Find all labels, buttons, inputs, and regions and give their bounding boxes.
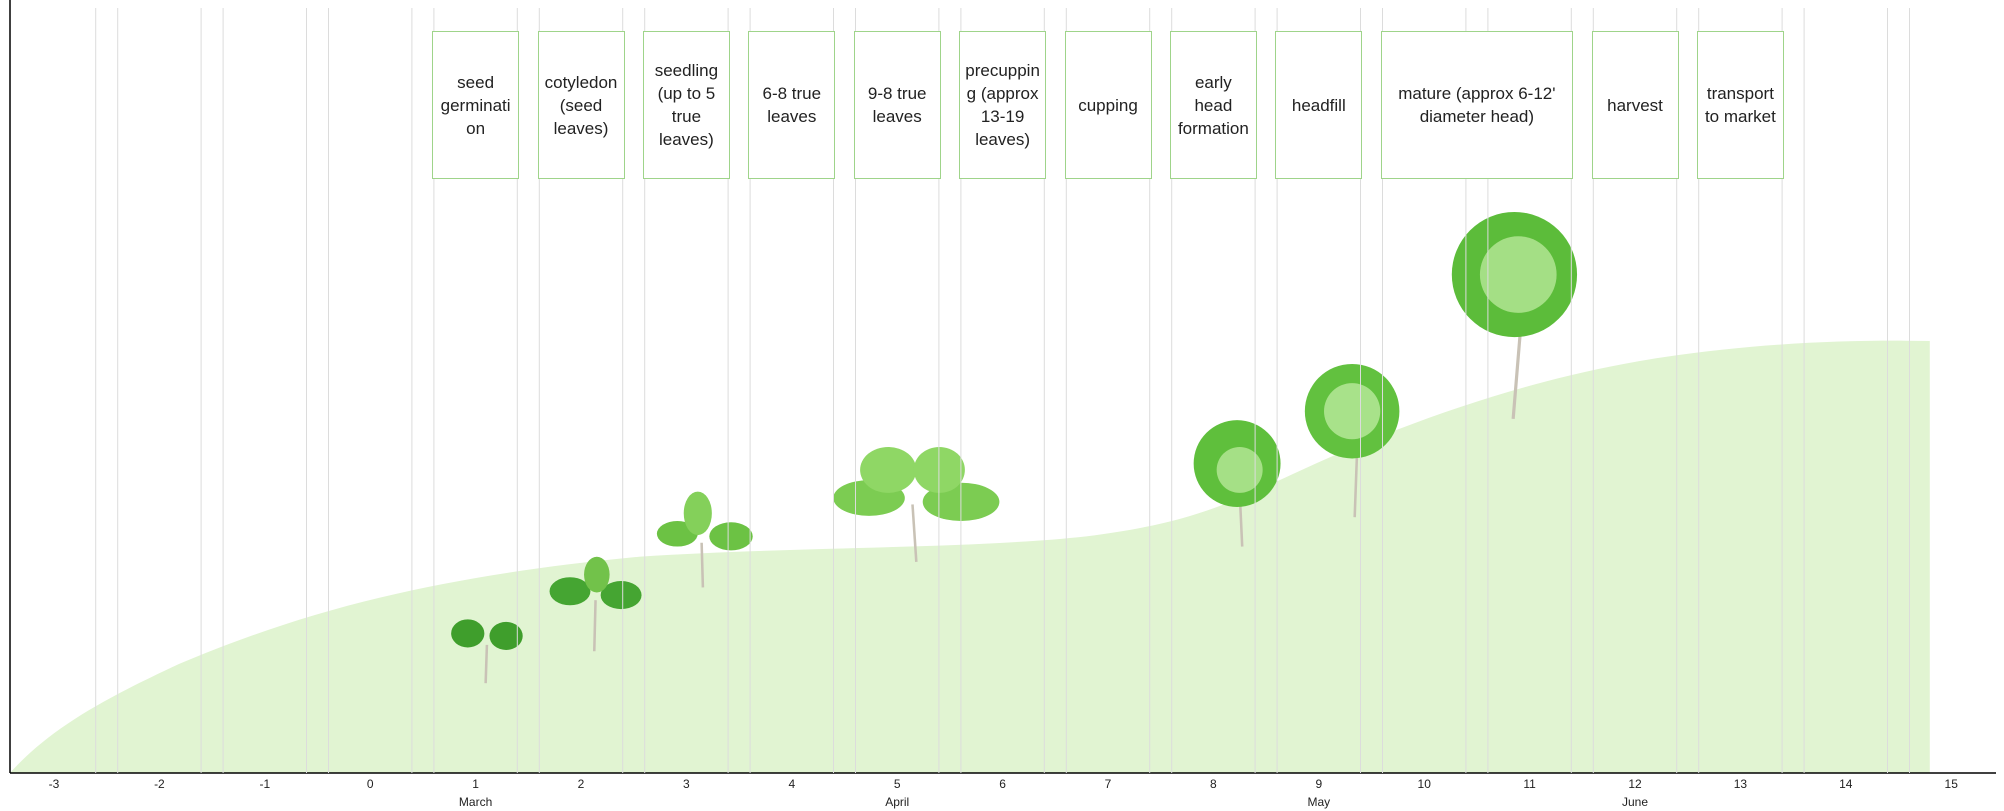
month-label: June (1622, 795, 1648, 809)
x-tick-label: 10 (1418, 777, 1432, 791)
x-tick-label: 4 (788, 777, 795, 791)
stage-box: transport to market (1697, 31, 1784, 179)
x-tick-label: 5 (894, 777, 901, 791)
stage-box: cupping (1065, 31, 1152, 179)
stage-box: early head formation (1170, 31, 1257, 179)
x-tick-label: 15 (1945, 777, 1959, 791)
x-tick-label: 9 (1315, 777, 1322, 791)
x-tick-label: 14 (1839, 777, 1853, 791)
x-tick-label: 12 (1628, 777, 1642, 791)
x-tick-label: -3 (49, 777, 60, 791)
x-tick-label: 3 (683, 777, 690, 791)
x-tick-label: -1 (259, 777, 270, 791)
stage-box: cotyledon (seed leaves) (538, 31, 625, 179)
x-tick-label: 0 (367, 777, 374, 791)
stage-box: seed germination (432, 31, 519, 179)
x-tick-label: 2 (578, 777, 585, 791)
x-tick-label: 13 (1734, 777, 1748, 791)
stage-box: harvest (1592, 31, 1679, 179)
stage-box: seedling (up to 5 true leaves) (643, 31, 730, 179)
diagram: -3-2-10123456789101112131415MarchAprilMa… (0, 0, 2004, 811)
illustration (10, 212, 1930, 773)
stage-box: precupping (approx 13-19 leaves) (959, 31, 1046, 179)
stage-box: mature (approx 6-12' diameter head) (1381, 31, 1573, 179)
month-label: March (459, 795, 492, 809)
growth-area (10, 341, 1930, 773)
stage-box: headfill (1275, 31, 1362, 179)
x-tick-label: 6 (999, 777, 1006, 791)
x-tick-label: 7 (1105, 777, 1112, 791)
month-label: April (885, 795, 909, 809)
x-tick-label: 1 (472, 777, 479, 791)
x-tick-label: 8 (1210, 777, 1217, 791)
x-tick-label: 11 (1523, 777, 1536, 791)
stage-box: 9-8 true leaves (854, 31, 941, 179)
month-label: May (1307, 795, 1330, 809)
x-tick-label: -2 (154, 777, 165, 791)
stage-box: 6-8 true leaves (748, 31, 835, 179)
